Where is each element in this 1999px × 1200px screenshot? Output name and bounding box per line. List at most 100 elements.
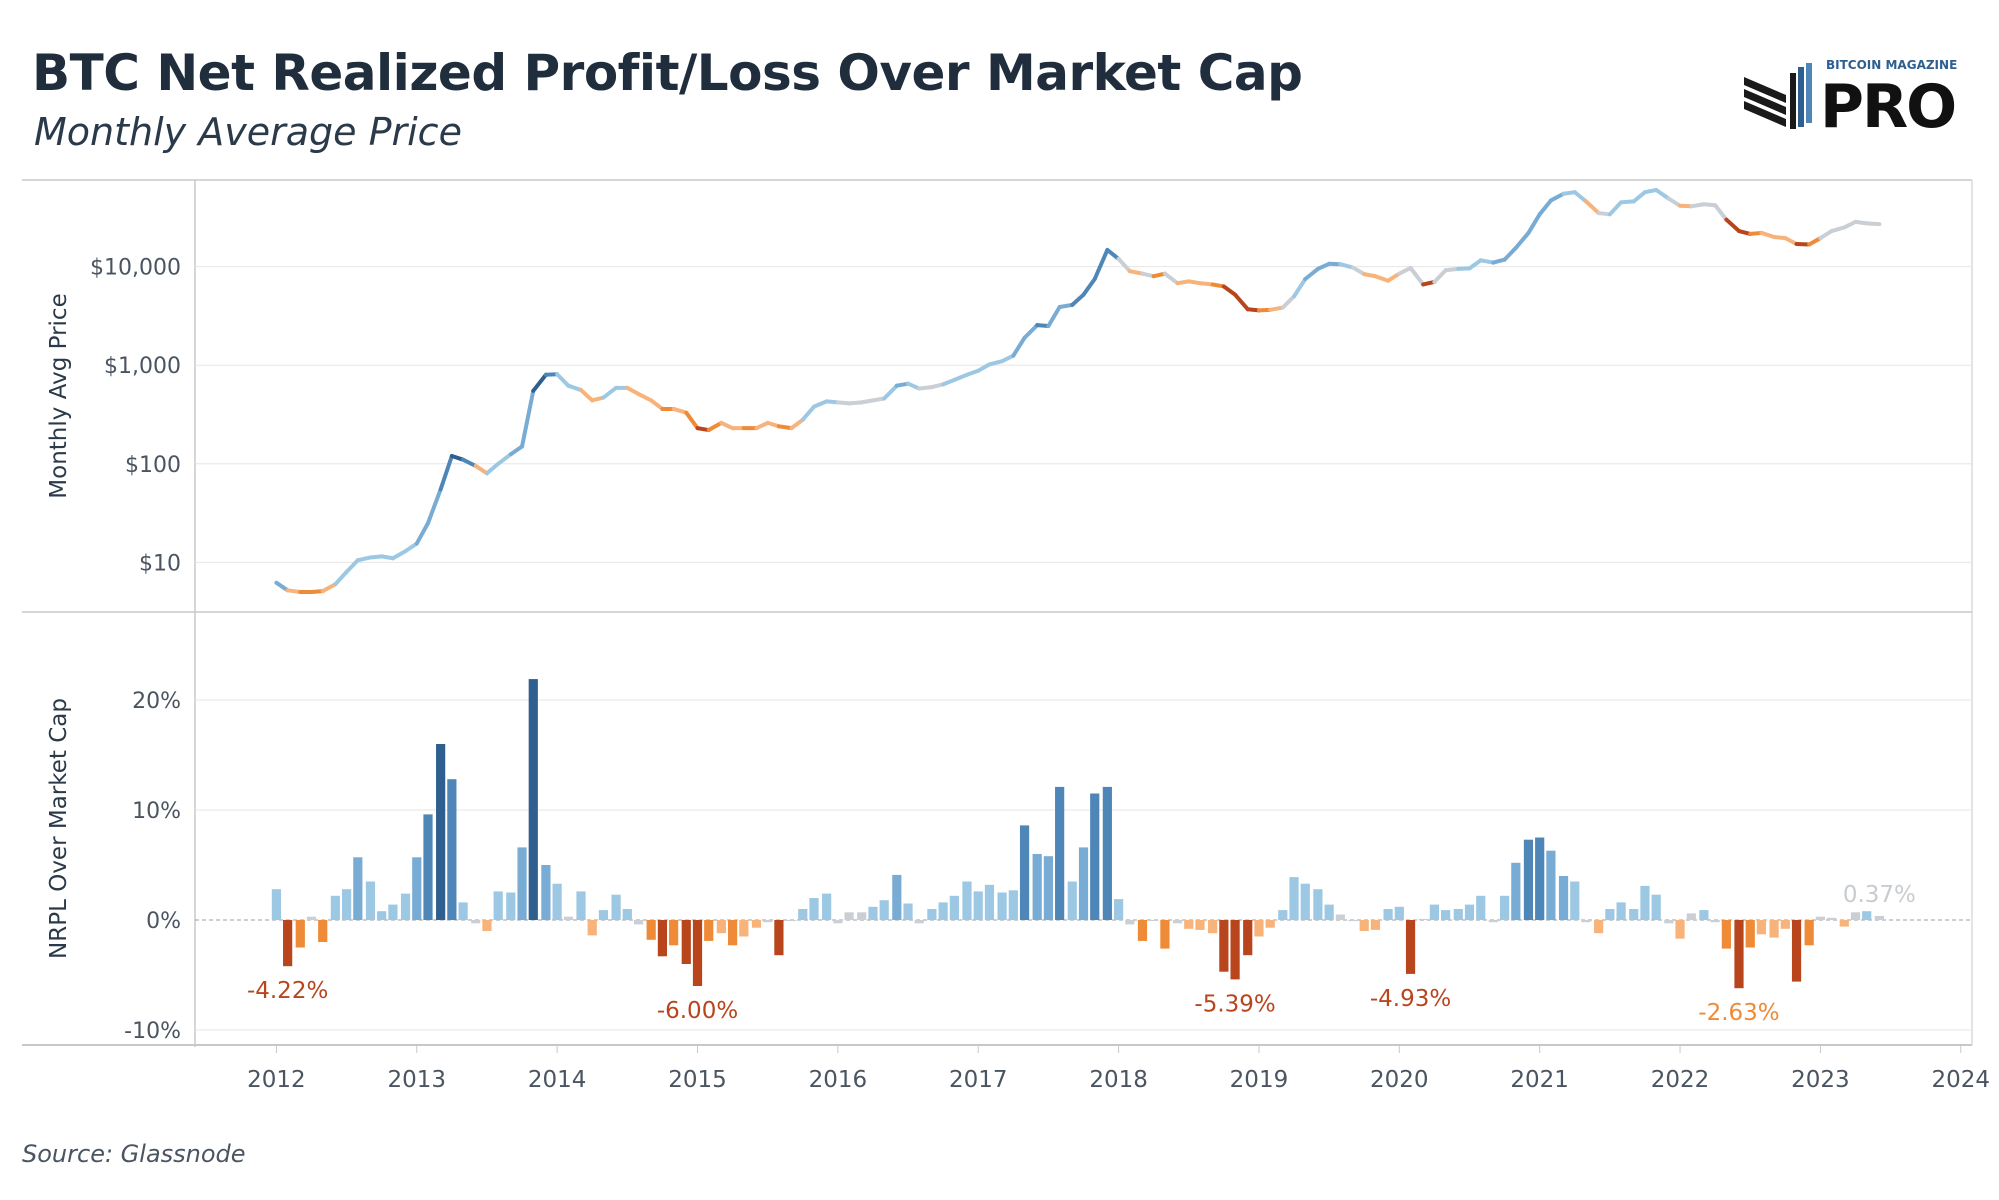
price-line-segment (952, 372, 969, 382)
nrpl-data-label: 0.37% (1843, 882, 1916, 908)
nrpl-bar (927, 909, 937, 920)
price-line-segment (1526, 212, 1542, 235)
price-line-segment (390, 549, 408, 561)
nrpl-bar (1219, 920, 1229, 972)
price-line-segment (1713, 203, 1729, 222)
nrpl-bar (412, 857, 422, 920)
nrpl-bar (1734, 920, 1744, 989)
price-line-segment (1478, 258, 1496, 265)
nrpl-bar (1581, 920, 1591, 923)
x-tick-label: 2021 (1510, 1067, 1569, 1093)
nrpl-bar (1370, 920, 1381, 930)
nrpl-bar (681, 920, 691, 964)
nrpl-data-label: -4.22% (247, 978, 328, 1004)
price-line-segment (473, 463, 489, 476)
price-line-segment (1818, 229, 1834, 241)
nrpl-data-label: -5.39% (1194, 991, 1275, 1017)
nrpl-bar (1780, 920, 1790, 929)
price-line-segment (1022, 323, 1040, 340)
nrpl-bar (1195, 920, 1205, 930)
nrpl-bar (1348, 920, 1358, 922)
nrpl-bar (1756, 920, 1767, 935)
nrpl-bar (552, 883, 562, 920)
nrpl-bar (1254, 920, 1264, 937)
nrpl-bar (1313, 889, 1323, 920)
nrpl-bar (1394, 906, 1404, 920)
nrpl-bar (914, 920, 924, 924)
nrpl-bar (1488, 920, 1498, 923)
nrpl-bar (763, 920, 773, 923)
price-line-segment (800, 404, 817, 422)
price-line-segment (1233, 292, 1250, 312)
nrpl-bar (1172, 920, 1183, 924)
price-line-segment (1092, 247, 1110, 281)
nrpl-bar (1149, 920, 1159, 921)
price-line-segment (1116, 256, 1132, 274)
price-line-segment (1268, 305, 1285, 312)
nrpl-bar (949, 895, 959, 920)
price-line-segment (403, 541, 419, 554)
price-line-segment (1280, 294, 1297, 310)
nrpl-data-label: -6.00% (657, 998, 738, 1024)
nrpl-bar (436, 744, 446, 920)
nrpl-tick-label: 10% (132, 799, 181, 824)
nrpl-bar (576, 891, 586, 920)
nrpl-bar (1008, 890, 1018, 920)
price-line-segment (1057, 302, 1075, 309)
nrpl-bar (1535, 837, 1545, 920)
price-line-segment (684, 410, 700, 431)
x-tick-label: 2022 (1651, 1067, 1710, 1093)
price-line-segment (1373, 274, 1391, 283)
nrpl-bar (1230, 920, 1240, 980)
price-line-segment (555, 372, 571, 388)
price-line-segment (1467, 258, 1483, 271)
price-line-segment (1584, 199, 1601, 216)
price-line-segment (1513, 230, 1531, 250)
nrpl-bar (903, 903, 913, 920)
nrpl-bar (471, 920, 481, 924)
nrpl-bar (892, 874, 902, 920)
price-line-segment (320, 582, 338, 594)
x-axis: 2012 2013 2014 2015 2016 2017 2018 2019 2020 2021… (247, 1045, 1990, 1093)
x-tick-label: 2024 (1931, 1067, 1990, 1093)
nrpl-bar (1640, 885, 1650, 920)
nrpl-bar (528, 679, 538, 920)
price-tick-label: $10 (139, 551, 181, 576)
nrpl-bar (541, 865, 551, 920)
nrpl-bar (330, 895, 340, 920)
price-line-segment (1864, 221, 1882, 227)
price-line-segment (1829, 225, 1847, 234)
price-line-segment (1162, 271, 1180, 286)
nrpl-bar (669, 920, 679, 946)
nrpl-bar (1594, 920, 1604, 934)
nrpl-bar (1405, 920, 1416, 974)
nrpl-bar (1523, 839, 1534, 920)
nrpl-bar (1055, 786, 1065, 920)
nrpl-bar (1113, 899, 1124, 920)
nrpl-bar (1335, 914, 1345, 920)
nrpl-bar (1710, 920, 1720, 923)
price-line-segment (882, 383, 899, 401)
x-tick-label: 2013 (388, 1067, 447, 1093)
nrpl-bar (388, 904, 398, 920)
nrpl-bar (1769, 920, 1779, 938)
nrpl-bar (1629, 909, 1639, 920)
nrpl-bar (271, 889, 282, 920)
price-line-segment (1081, 276, 1097, 297)
nrpl-axis-title: NRPL Over Market Cap (46, 698, 72, 959)
nrpl-bar (1675, 920, 1685, 939)
price-line-segment (508, 444, 525, 457)
price-line-segment (719, 420, 735, 431)
price-line-segment (1724, 217, 1741, 234)
price-line-segment (1666, 196, 1683, 208)
price-line-segment (917, 385, 934, 391)
nrpl-bar (657, 920, 668, 957)
x-tick-label: 2018 (1089, 1067, 1148, 1093)
price-line-segment (1292, 276, 1308, 299)
nrpl-bar (598, 910, 609, 920)
nrpl-bar (283, 920, 293, 967)
logo-top-text: BITCOIN MAGAZINE (1826, 58, 1957, 72)
price-line-segment (706, 420, 724, 433)
nrpl-bar (563, 916, 573, 920)
